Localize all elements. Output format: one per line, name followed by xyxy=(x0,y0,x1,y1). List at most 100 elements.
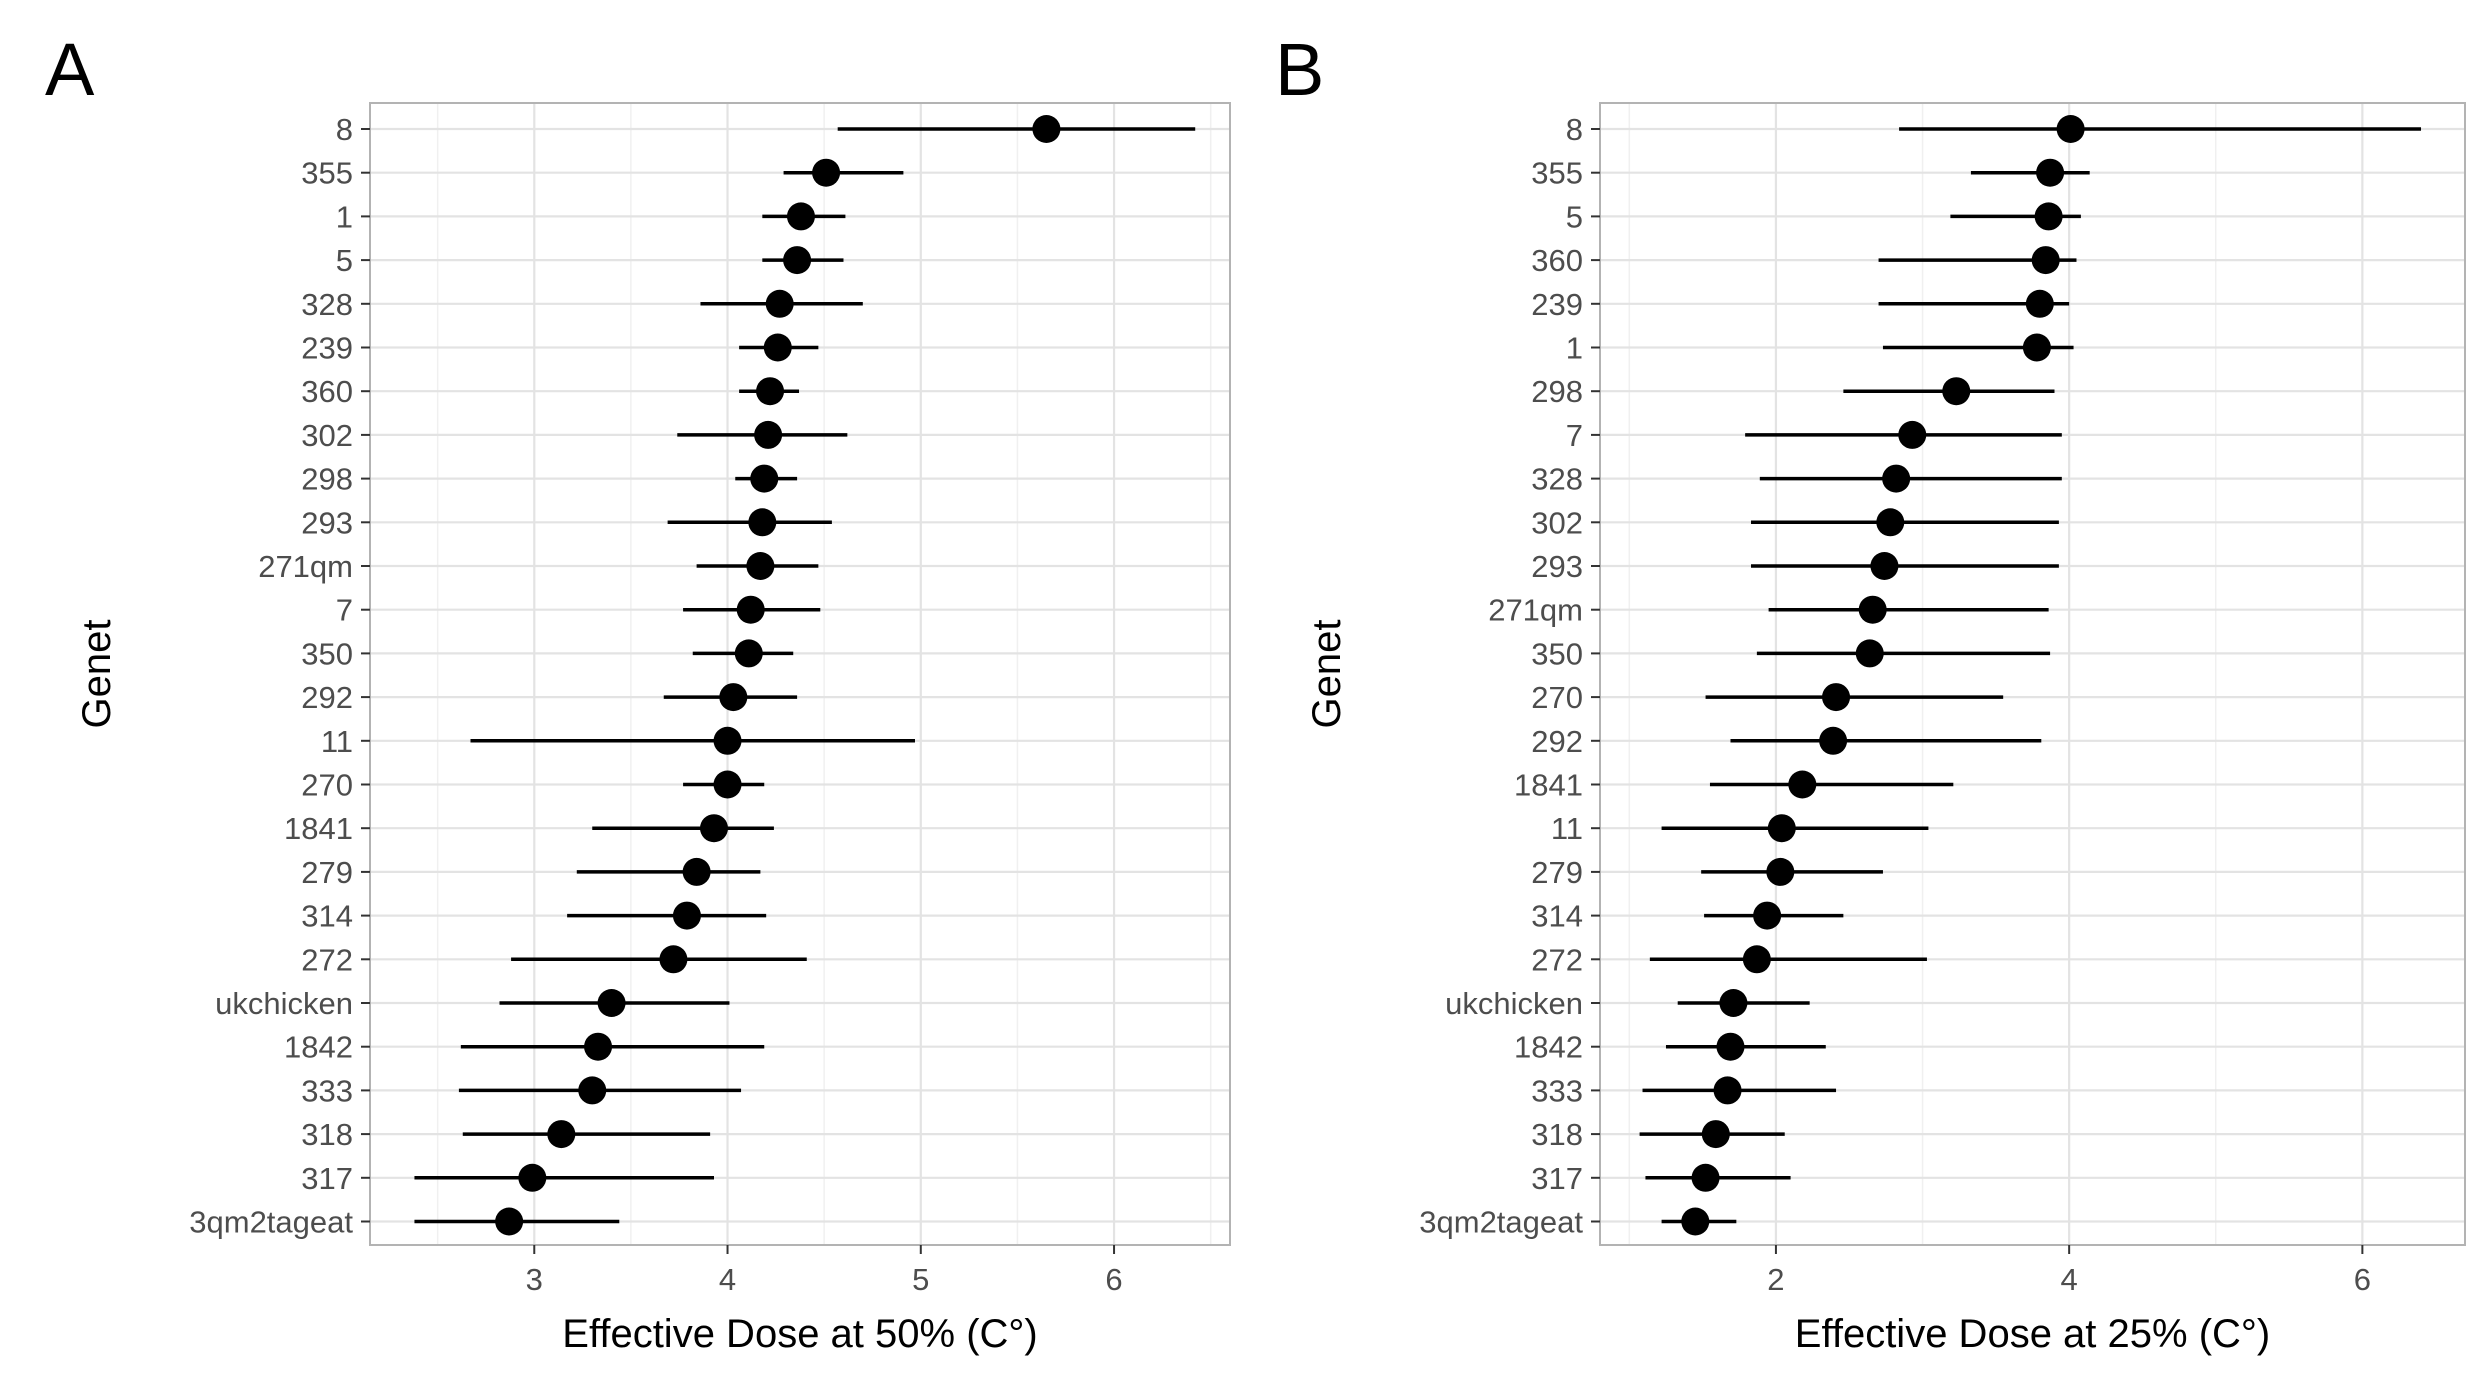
point-293 xyxy=(1870,552,1899,580)
y-tick-label: 360 xyxy=(301,374,353,409)
point-333 xyxy=(578,1076,607,1105)
point-298 xyxy=(750,464,779,493)
point-318 xyxy=(1701,1120,1730,1149)
point-ukchicken xyxy=(1719,989,1748,1017)
y-axis-title: Genet xyxy=(75,620,119,729)
point-350 xyxy=(734,639,763,668)
point-5 xyxy=(783,246,812,275)
point-1842 xyxy=(1716,1032,1745,1061)
y-tick-label: 293 xyxy=(1531,549,1583,584)
x-tick-label: 5 xyxy=(912,1262,929,1297)
x-tick-label: 4 xyxy=(719,1262,736,1297)
point-272 xyxy=(1742,945,1771,974)
y-tick-label: 302 xyxy=(1531,505,1583,540)
y-tick-label: 314 xyxy=(301,899,353,934)
y-tick-label: 270 xyxy=(1531,680,1583,715)
y-tick-label: 272 xyxy=(301,942,353,977)
point-8 xyxy=(1032,115,1061,143)
point-292 xyxy=(1819,726,1848,755)
point-333 xyxy=(1713,1076,1742,1105)
y-tick-label: 3qm2tageat xyxy=(189,1205,353,1240)
point-302 xyxy=(1876,508,1905,537)
y-tick-label: 8 xyxy=(1566,112,1583,147)
point-1841 xyxy=(700,814,728,843)
y-tick-label: 279 xyxy=(1531,855,1583,890)
y-tick-label: 5 xyxy=(1566,199,1583,234)
panel-label: A xyxy=(45,28,95,111)
y-tick-label: 7 xyxy=(336,593,353,628)
x-axis-title: Effective Dose at 25% (C°) xyxy=(1795,1312,2270,1356)
plot-area xyxy=(370,103,1230,1245)
point-7 xyxy=(736,595,765,624)
point-11 xyxy=(713,726,742,755)
point-355 xyxy=(2036,158,2065,187)
y-tick-label: 350 xyxy=(1531,636,1583,671)
point-270 xyxy=(1822,683,1851,712)
panel-label: B xyxy=(1275,28,1324,111)
y-tick-label: 239 xyxy=(301,331,353,366)
point-328 xyxy=(765,289,794,318)
point-298 xyxy=(1942,377,1971,406)
point-8 xyxy=(2056,115,2085,143)
point-1842 xyxy=(584,1032,613,1061)
plot-area xyxy=(1600,103,2465,1245)
point-272 xyxy=(659,945,688,974)
point-355 xyxy=(812,158,841,187)
point-279 xyxy=(1766,857,1795,886)
point-279 xyxy=(682,857,711,886)
point-5 xyxy=(2034,202,2063,231)
y-tick-label: 1841 xyxy=(284,811,353,846)
y-tick-label: 8 xyxy=(336,112,353,147)
point-239 xyxy=(2025,289,2054,318)
point-239 xyxy=(763,333,792,362)
point-1 xyxy=(2022,333,2051,362)
y-tick-label: ukchicken xyxy=(215,986,353,1021)
y-tick-label: 1842 xyxy=(1514,1030,1583,1065)
y-tick-label: 355 xyxy=(1531,156,1583,191)
x-tick-label: 2 xyxy=(1767,1262,1784,1297)
panel-border xyxy=(1599,102,2466,1246)
point-3qm2tageat xyxy=(1681,1207,1710,1236)
y-tick-label: 271qm xyxy=(258,549,353,584)
point-317 xyxy=(1691,1163,1720,1192)
y-tick-label: 333 xyxy=(1531,1073,1583,1108)
point-317 xyxy=(518,1163,547,1192)
point-314 xyxy=(1753,901,1782,930)
y-tick-label: 5 xyxy=(336,243,353,278)
x-tick-label: 6 xyxy=(1105,1262,1122,1297)
y-tick-label: 292 xyxy=(1531,724,1583,759)
y-tick-label: 1 xyxy=(336,199,353,234)
point-270 xyxy=(713,770,742,799)
y-tick-label: 11 xyxy=(1551,811,1583,846)
point-ukchicken xyxy=(597,989,626,1017)
y-tick-label: 328 xyxy=(301,287,353,322)
y-tick-label: 272 xyxy=(1531,942,1583,977)
y-tick-label: 292 xyxy=(301,680,353,715)
point-7 xyxy=(1898,420,1927,449)
point-11 xyxy=(1767,814,1796,843)
y-tick-label: 7 xyxy=(1566,418,1583,453)
y-tick-label: 1841 xyxy=(1514,768,1583,803)
y-tick-label: ukchicken xyxy=(1445,986,1583,1021)
y-tick-label: 1 xyxy=(1566,331,1583,366)
y-tick-label: 317 xyxy=(301,1161,353,1196)
x-tick-label: 6 xyxy=(2354,1262,2371,1297)
point-360 xyxy=(756,377,785,406)
point-1841 xyxy=(1788,770,1817,799)
y-tick-label: 350 xyxy=(301,636,353,671)
point-318 xyxy=(547,1120,576,1149)
y-tick-label: 318 xyxy=(1531,1117,1583,1152)
y-tick-label: 1842 xyxy=(284,1030,353,1065)
point-293 xyxy=(748,508,777,537)
point-1 xyxy=(786,202,815,231)
y-tick-label: 293 xyxy=(301,505,353,540)
point-292 xyxy=(719,683,748,712)
y-tick-label: 279 xyxy=(301,855,353,890)
point-314 xyxy=(672,901,701,930)
point-3qm2tageat xyxy=(495,1207,524,1236)
y-tick-label: 333 xyxy=(301,1073,353,1108)
point-328 xyxy=(1882,464,1911,493)
y-tick-label: 239 xyxy=(1531,287,1583,322)
panel-B: 8 355 5 360 239 1 298 7 328 302 293 271qm 350 270 292 1… xyxy=(1275,28,2466,1356)
